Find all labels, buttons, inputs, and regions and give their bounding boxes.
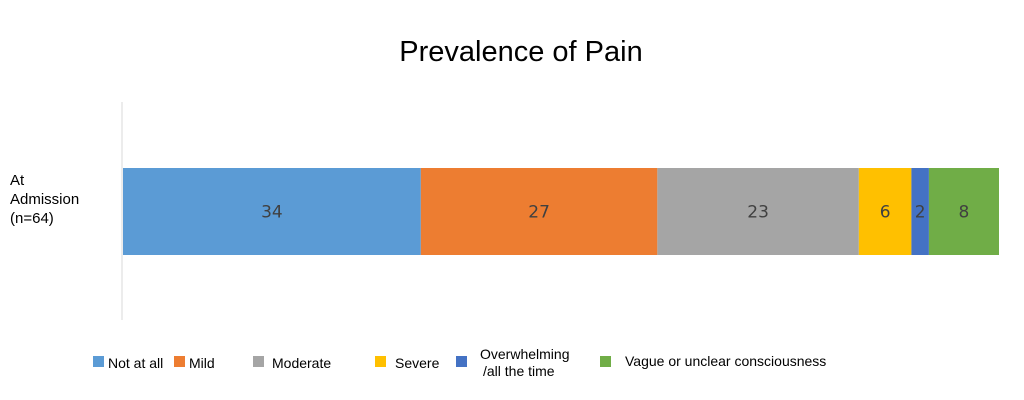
legend: Not at all Mild Moderate Severe Overwhelming… xyxy=(93,346,826,379)
legend-label-2: Moderate xyxy=(272,355,331,371)
bar-segment-3 xyxy=(858,168,912,255)
category-label-line: (n=64) xyxy=(10,210,54,227)
data-label-3: 6 xyxy=(880,203,891,223)
legend-swatch-5 xyxy=(600,356,611,367)
legend-swatch-4 xyxy=(456,356,467,367)
data-labels: 34 27 23 6 2 8 xyxy=(261,203,969,223)
legend-label-3: Severe xyxy=(395,355,440,371)
chart-title: Prevalence of Pain xyxy=(399,36,642,68)
bar-segments xyxy=(123,168,999,255)
data-label-1: 27 xyxy=(528,203,550,223)
category-label: At Admission (n=64) xyxy=(10,172,83,227)
legend-label-1: Mild xyxy=(189,355,215,371)
category-label-line: Admission xyxy=(10,191,79,208)
data-label-0: 34 xyxy=(261,203,283,223)
legend-swatch-0 xyxy=(93,356,104,367)
bar-segment-2 xyxy=(657,168,859,255)
bar-segment-5 xyxy=(928,168,999,255)
bar-segment-4 xyxy=(911,168,929,255)
category-label-line: At xyxy=(10,172,25,189)
legend-swatch-1 xyxy=(174,356,185,367)
data-label-2: 23 xyxy=(747,203,769,223)
legend-label-4: Overwhelming/all the time xyxy=(480,346,569,379)
legend-swatch-2 xyxy=(253,356,264,367)
bar-segment-0 xyxy=(123,168,421,255)
legend-swatch-3 xyxy=(375,356,386,367)
legend-label-5: Vague or unclear consciousness xyxy=(625,353,826,369)
data-label-5: 8 xyxy=(959,203,970,223)
bar-segment-1 xyxy=(420,168,658,255)
legend-label-0: Not at all xyxy=(108,355,163,371)
data-label-4: 2 xyxy=(915,203,926,223)
